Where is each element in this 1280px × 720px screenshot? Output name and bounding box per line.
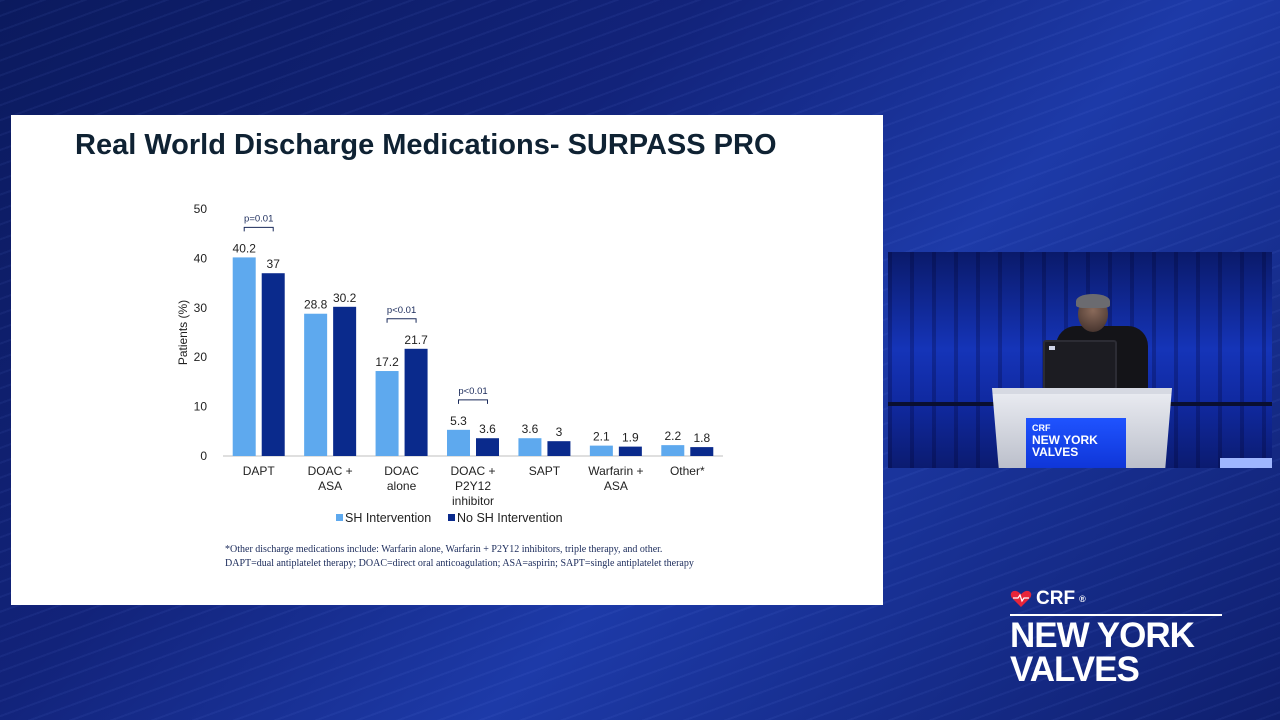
x-tick-label: P2Y12 <box>455 479 491 493</box>
x-tick-label: ASA <box>318 479 342 493</box>
heart-icon <box>1010 590 1032 607</box>
legend-swatch <box>336 514 343 521</box>
x-tick-label: ASA <box>604 479 628 493</box>
footnote-other: *Other discharge medications include: Wa… <box>225 544 663 555</box>
y-tick-label: 10 <box>194 400 208 414</box>
logo-brand: CRF <box>1036 588 1076 609</box>
laptop-logo <box>1049 346 1055 350</box>
footnote-abbreviations: DAPT=dual antiplatelet therapy; DOAC=dir… <box>225 558 694 569</box>
bar <box>333 306 357 456</box>
podium-line-2: VALVES <box>1032 445 1079 459</box>
laptop <box>1043 340 1117 390</box>
p-value-bracket <box>243 226 274 232</box>
data-label: 30.2 <box>333 291 357 305</box>
slide-title: Real World Discharge Medications- SURPAS… <box>75 129 777 161</box>
x-tick-label: alone <box>387 479 417 493</box>
bar <box>661 445 685 456</box>
data-label: 3.6 <box>479 422 496 436</box>
bar <box>690 447 714 456</box>
data-label: 2.2 <box>664 429 681 443</box>
podium-brand: CRF <box>1032 423 1051 433</box>
data-label: 2.1 <box>593 430 610 444</box>
p-value-bracket <box>386 318 417 323</box>
data-label: 17.2 <box>375 355 399 369</box>
registered-mark: ® <box>1079 594 1086 604</box>
data-label: 5.3 <box>450 414 467 428</box>
stage-light <box>1220 458 1272 468</box>
data-label: 40.2 <box>233 241 257 255</box>
y-axis-label: Patients (%) <box>176 300 190 365</box>
x-tick-label: Warfarin + <box>588 464 643 478</box>
data-label: 37 <box>267 257 281 271</box>
x-tick-label: DOAC <box>384 464 419 478</box>
logo-line-2: VALVES <box>1010 650 1140 689</box>
y-tick-label: 30 <box>194 301 208 315</box>
x-tick-label: SAPT <box>529 464 561 478</box>
bar <box>476 438 499 456</box>
data-label: 21.7 <box>404 333 428 347</box>
x-tick-label: Other* <box>670 464 705 478</box>
x-tick-label: DOAC + <box>308 464 353 478</box>
data-label: 1.8 <box>693 431 710 445</box>
bar <box>589 445 613 456</box>
bar <box>375 371 399 456</box>
legend-label: No SH Intervention <box>457 511 563 525</box>
bar <box>232 257 256 456</box>
p-value-bracket <box>458 399 488 404</box>
logo-line-1: NEW YORK <box>1010 616 1195 655</box>
bar <box>618 446 642 456</box>
p-value-label: p=0.01 <box>244 213 273 224</box>
bar <box>447 429 470 456</box>
bar <box>304 313 328 456</box>
data-label: 3 <box>556 425 563 439</box>
bar <box>547 441 571 456</box>
event-logo: CRF ® NEW YORK VALVES <box>1010 588 1230 687</box>
data-label: 28.8 <box>304 298 328 312</box>
data-label: 3.6 <box>522 422 539 436</box>
bar <box>261 273 285 456</box>
y-tick-label: 0 <box>200 449 207 463</box>
p-value-label: p<0.01 <box>458 386 487 397</box>
podium-screen: CRF NEW YORK VALVES <box>1026 418 1126 468</box>
logo-divider <box>1010 614 1222 616</box>
logo-brand-row: CRF ® <box>1010 588 1230 610</box>
x-tick-label: inhibitor <box>452 494 494 508</box>
y-tick-label: 50 <box>194 202 208 216</box>
footnotes: *Other discharge medications include: Wa… <box>225 543 694 571</box>
p-value-label: p<0.01 <box>387 305 416 316</box>
legend-label: SH Intervention <box>345 511 431 525</box>
presentation-slide: Real World Discharge Medications- SURPAS… <box>11 115 883 605</box>
data-label: 1.9 <box>622 431 639 445</box>
speaker-video: CRF NEW YORK VALVES <box>888 252 1272 468</box>
y-tick-label: 40 <box>194 251 208 265</box>
x-tick-label: DOAC + <box>450 464 495 478</box>
bar <box>404 348 428 456</box>
bar-chart: 0 10 20 30 40 50 Patients (%) 40.2 37 DAPT 28.8 30.… <box>176 202 723 525</box>
podium-line-1: NEW YORK <box>1032 433 1098 447</box>
x-tick-label: DAPT <box>243 464 276 478</box>
podium-event-name: NEW YORK VALVES <box>1032 434 1098 458</box>
bar <box>518 438 542 456</box>
speaker-hair <box>1076 294 1110 308</box>
y-tick-label: 20 <box>194 350 208 364</box>
legend-swatch <box>448 514 455 521</box>
